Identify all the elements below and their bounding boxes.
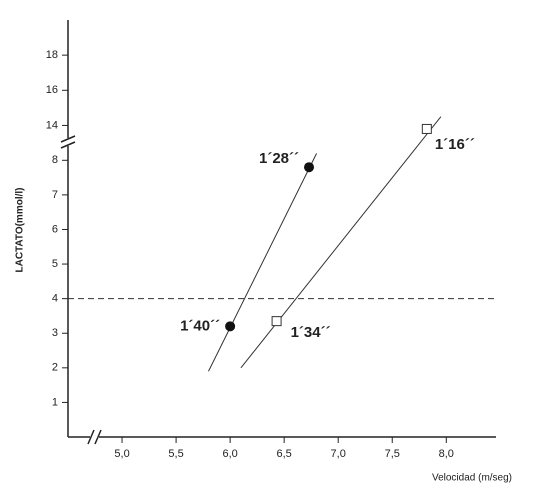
y-tick-label: 18 (46, 49, 58, 61)
y-tick-label: 5 (52, 258, 58, 270)
point (421, 123, 432, 134)
x-tick-label: 7,0 (331, 448, 346, 460)
x-break-mark (94, 429, 102, 445)
x-tick-label: 8,0 (439, 448, 454, 460)
y-break-gap (60, 138, 76, 146)
y-break-mark (60, 141, 76, 149)
y-tick-label: 3 (52, 327, 58, 339)
y-tick-label: 7 (52, 189, 58, 201)
y-tick-label: 4 (52, 293, 58, 305)
y-tick-label: 16 (46, 84, 58, 96)
x-tick-label: 6,5 (277, 448, 292, 460)
x-axis-label: Velocidad (m/seg) (432, 473, 512, 484)
x-tick-label: 6,0 (222, 448, 237, 460)
y-tick-label: 8 (52, 154, 58, 166)
x-tick-label: 5,5 (168, 448, 183, 460)
x-break-mark (87, 429, 95, 445)
point-label: 1´28´´ (259, 150, 299, 167)
point (304, 162, 315, 173)
point-label: 1´34´´ (291, 324, 331, 341)
x-tick-label: 5,0 (114, 448, 129, 460)
x-break-gap (90, 430, 99, 444)
point-label: 1´40´´ (180, 317, 220, 334)
point (225, 321, 236, 332)
x-tick-label: 7,5 (385, 448, 400, 460)
y-axis-label: LACTATO(mmol/l) (15, 188, 26, 273)
point (271, 316, 282, 327)
point-label: 1´16´´ (435, 136, 475, 153)
y-tick-label: 1 (52, 396, 58, 408)
y-tick-label: 6 (52, 223, 58, 235)
y-tick-label: 14 (46, 119, 58, 131)
y-break-mark (60, 135, 76, 143)
fit-line (208, 153, 318, 372)
y-tick-label: 2 (52, 362, 58, 374)
